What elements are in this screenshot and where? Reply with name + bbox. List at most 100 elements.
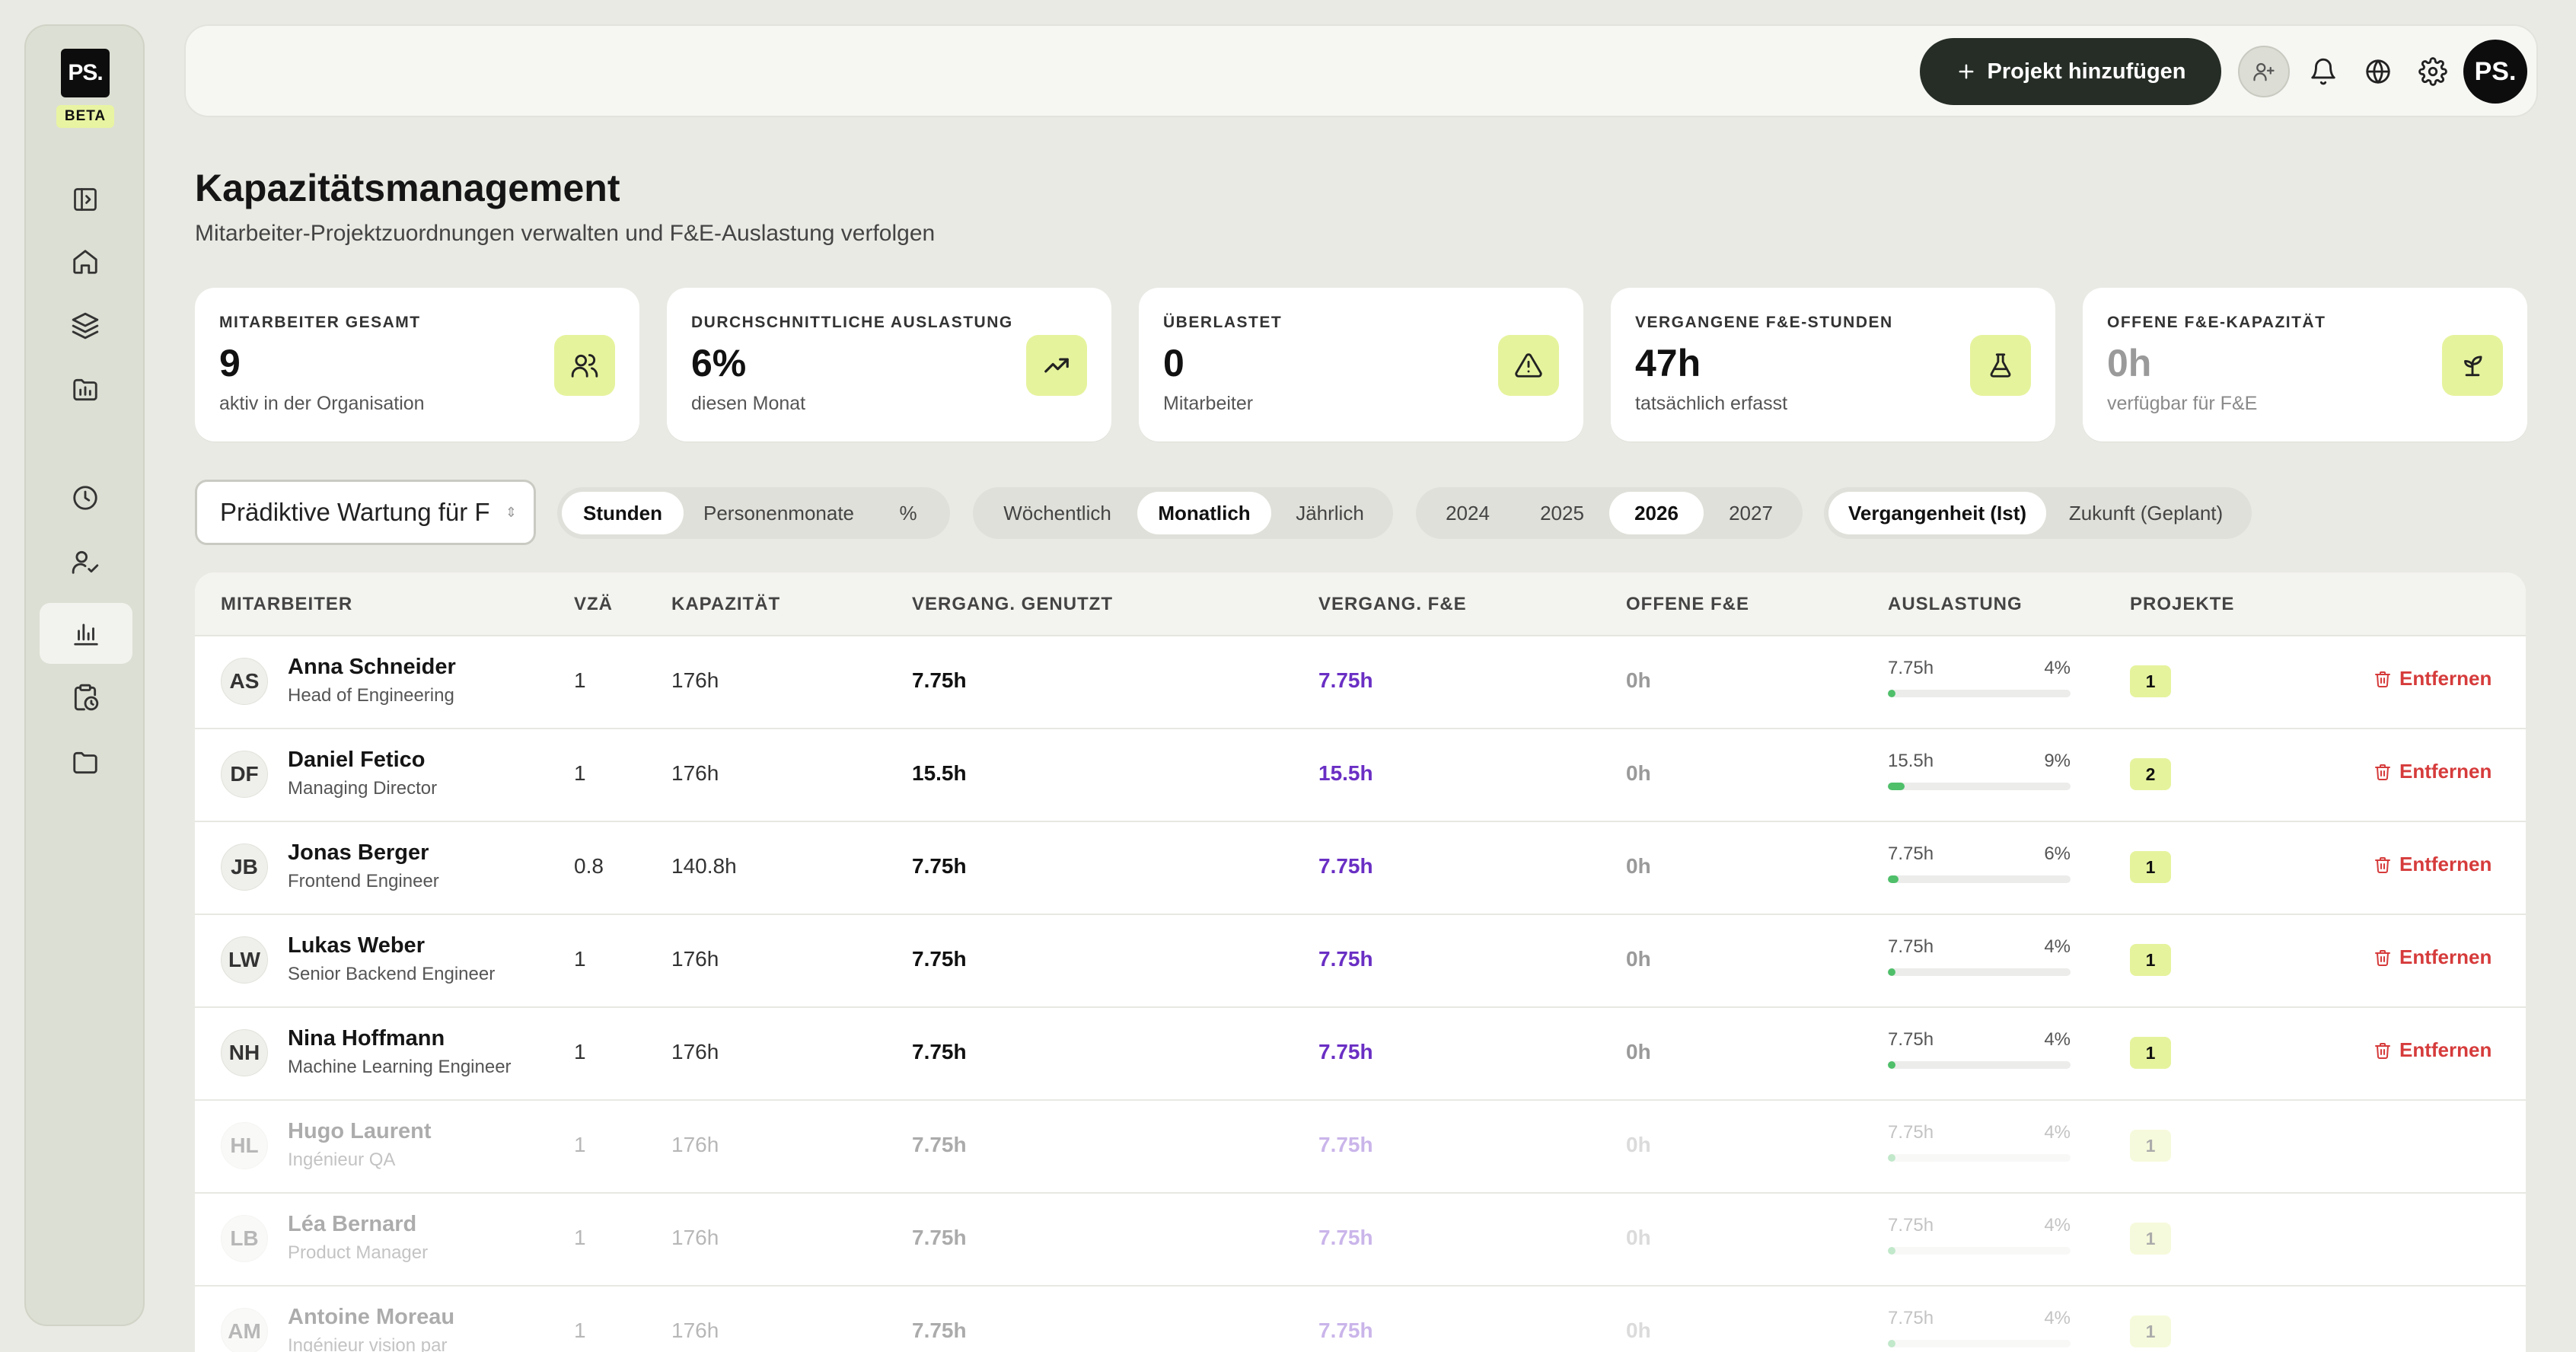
past-rnd-value: 7.75h xyxy=(1318,668,1373,692)
user-avatar[interactable]: PS. xyxy=(2463,40,2527,104)
unit-percent[interactable]: % xyxy=(899,501,917,525)
remove-button[interactable]: Entfernen xyxy=(2374,667,2492,690)
globe-icon[interactable] xyxy=(2352,46,2404,97)
past-rnd-value: 7.75h xyxy=(1318,1133,1373,1156)
mode-future-planned[interactable]: Zukunft (Geplant) xyxy=(2068,501,2224,525)
sprout-icon xyxy=(2442,335,2503,396)
utilization-percent: 4% xyxy=(2044,658,2071,678)
year-2025[interactable]: 2025 xyxy=(1540,501,1584,525)
utilization-hours: 7.75h xyxy=(1888,1029,1934,1050)
add-project-button[interactable]: Projekt hinzufügen xyxy=(1920,38,2221,105)
table-row[interactable]: NH Nina Hoffmann Machine Learning Engineer… xyxy=(195,1006,2526,1101)
employee-role: Product Manager xyxy=(288,1242,429,1263)
employee-avatar: AS xyxy=(221,658,268,705)
chevron-updown-icon: ⇕ xyxy=(505,505,517,520)
utilization-percent: 4% xyxy=(2044,1029,2071,1050)
col-employee[interactable]: MITARBEITER xyxy=(221,594,353,614)
projects-count-badge[interactable]: 1 xyxy=(2130,1130,2171,1162)
trash-icon xyxy=(2374,670,2392,688)
past-rnd-value: 15.5h xyxy=(1318,761,1373,785)
projects-count-badge[interactable]: 2 xyxy=(2130,758,2171,790)
col-capacity[interactable]: KAPAZITÄT xyxy=(671,594,781,614)
table-row[interactable]: JB Jonas Berger Frontend Engineer 0.8 140.8h… xyxy=(195,821,2526,915)
bar-chart-icon[interactable] xyxy=(40,603,132,664)
settings-gear-icon[interactable] xyxy=(2407,46,2459,97)
table-row[interactable]: DF Daniel Fetico Managing Director 1 176h 15.… xyxy=(195,728,2526,822)
logo[interactable]: PS. xyxy=(61,49,110,97)
capacity-value: 176h xyxy=(671,1133,719,1156)
past-used-value: 7.75h xyxy=(912,1133,967,1156)
projects-count-badge[interactable]: 1 xyxy=(2130,665,2171,697)
folder-chart-icon[interactable] xyxy=(62,367,108,413)
col-projects[interactable]: PROJEKTE xyxy=(2130,594,2235,614)
unit-person-months[interactable]: Personenmonate xyxy=(703,501,855,525)
remove-button[interactable]: Entfernen xyxy=(2374,853,2492,876)
open-rnd-value: 0h xyxy=(1626,1319,1651,1342)
fte-value: 1 xyxy=(574,1133,586,1156)
projects-count-badge[interactable]: 1 xyxy=(2130,944,2171,976)
utilization-percent: 4% xyxy=(2044,1308,2071,1328)
remove-label: Entfernen xyxy=(2399,853,2492,875)
capacity-value: 140.8h xyxy=(671,854,737,878)
projects-count-badge[interactable]: 1 xyxy=(2130,1223,2171,1255)
clipboard-clock-icon[interactable] xyxy=(62,674,108,720)
project-select-value: Prädiktive Wartung für F xyxy=(220,498,490,526)
stat-card-avg-utilization: DURCHSCHNITTLICHE AUSLASTUNG 6% diesen M… xyxy=(667,288,1111,442)
employee-avatar: LW xyxy=(221,936,268,984)
projects-count-badge[interactable]: 1 xyxy=(2130,851,2171,883)
col-fte[interactable]: VZÄ xyxy=(574,594,613,614)
fte-value: 1 xyxy=(574,1226,586,1249)
employee-role: Head of Engineering xyxy=(288,685,454,706)
employee-role: Ingénieur QA xyxy=(288,1150,396,1170)
utilization-hours: 7.75h xyxy=(1888,843,1934,864)
year-2027[interactable]: 2027 xyxy=(1729,501,1773,525)
table-row[interactable]: HL Hugo Laurent Ingénieur QA 1 176h 7.75h 7.75… xyxy=(195,1099,2526,1194)
unit-hours[interactable]: Stunden xyxy=(562,492,684,534)
panel-toggle-icon[interactable] xyxy=(62,177,108,222)
projects-count-badge[interactable]: 1 xyxy=(2130,1037,2171,1069)
remove-button[interactable]: Entfernen xyxy=(2374,760,2492,783)
remove-button[interactable]: Entfernen xyxy=(2374,1038,2492,1062)
layers-icon[interactable] xyxy=(62,303,108,349)
employee-name: Léa Bernard xyxy=(288,1212,417,1236)
table-row[interactable]: AS Anna Schneider Head of Engineering 1 176h… xyxy=(195,635,2526,729)
clock-icon[interactable] xyxy=(62,475,108,521)
bell-icon[interactable] xyxy=(2297,46,2349,97)
stat-label: OFFENE F&E-KAPAZITÄT xyxy=(2107,314,2326,331)
stat-card-past-rnd-hours: VERGANGENE F&E-STUNDEN 47h tatsächlich e… xyxy=(1611,288,2055,442)
period-yearly[interactable]: Jährlich xyxy=(1296,501,1364,525)
period-monthly[interactable]: Monatlich xyxy=(1137,492,1271,534)
stat-value: 0 xyxy=(1163,342,1184,384)
folder-icon[interactable] xyxy=(62,740,108,786)
trending-up-icon xyxy=(1026,335,1087,396)
col-utilization[interactable]: AUSLASTUNG xyxy=(1888,594,2023,614)
col-open-rnd[interactable]: OFFENE F&E xyxy=(1626,594,1750,614)
stat-label: VERGANGENE F&E-STUNDEN xyxy=(1635,314,1893,331)
period-weekly[interactable]: Wöchentlich xyxy=(1003,501,1111,525)
utilization-bar xyxy=(1888,1154,2071,1162)
home-icon[interactable] xyxy=(62,239,108,285)
utilization-bar-fill xyxy=(1888,1340,1895,1347)
employee-avatar: LB xyxy=(221,1215,268,1262)
remove-button[interactable]: Entfernen xyxy=(2374,945,2492,969)
year-2024[interactable]: 2024 xyxy=(1446,501,1490,525)
stat-card-total-employees: MITARBEITER GESAMT 9 aktiv in der Organi… xyxy=(195,288,639,442)
period-toggle: Wöchentlich Monatlich Jährlich xyxy=(973,487,1393,539)
project-select[interactable]: Prädiktive Wartung für F ⇕ xyxy=(195,480,536,545)
projects-count-badge[interactable]: 1 xyxy=(2130,1315,2171,1347)
mode-past-actual[interactable]: Vergangenheit (Ist) xyxy=(1828,492,2046,534)
col-past-rnd[interactable]: VERGANG. F&E xyxy=(1318,594,1467,614)
table-row[interactable]: AM Antoine Moreau Ingénieur vision par 1 176… xyxy=(195,1285,2526,1352)
trash-icon xyxy=(2374,949,2392,967)
past-used-value: 7.75h xyxy=(912,1040,967,1063)
utilization-percent: 4% xyxy=(2044,936,2071,957)
col-past-used[interactable]: VERGANG. GENUTZT xyxy=(912,594,1114,614)
stat-label: MITARBEITER GESAMT xyxy=(219,314,421,331)
table-row[interactable]: LB Léa Bernard Product Manager 1 176h 7.75h 7.… xyxy=(195,1192,2526,1287)
year-2026[interactable]: 2026 xyxy=(1609,492,1704,534)
invite-user-icon[interactable] xyxy=(2238,46,2290,97)
user-check-icon[interactable] xyxy=(62,539,108,585)
employee-avatar: DF xyxy=(221,751,268,798)
table-row[interactable]: LW Lukas Weber Senior Backend Engineer 1 176… xyxy=(195,914,2526,1008)
year-toggle: 2024 2025 2026 2027 xyxy=(1416,487,1803,539)
